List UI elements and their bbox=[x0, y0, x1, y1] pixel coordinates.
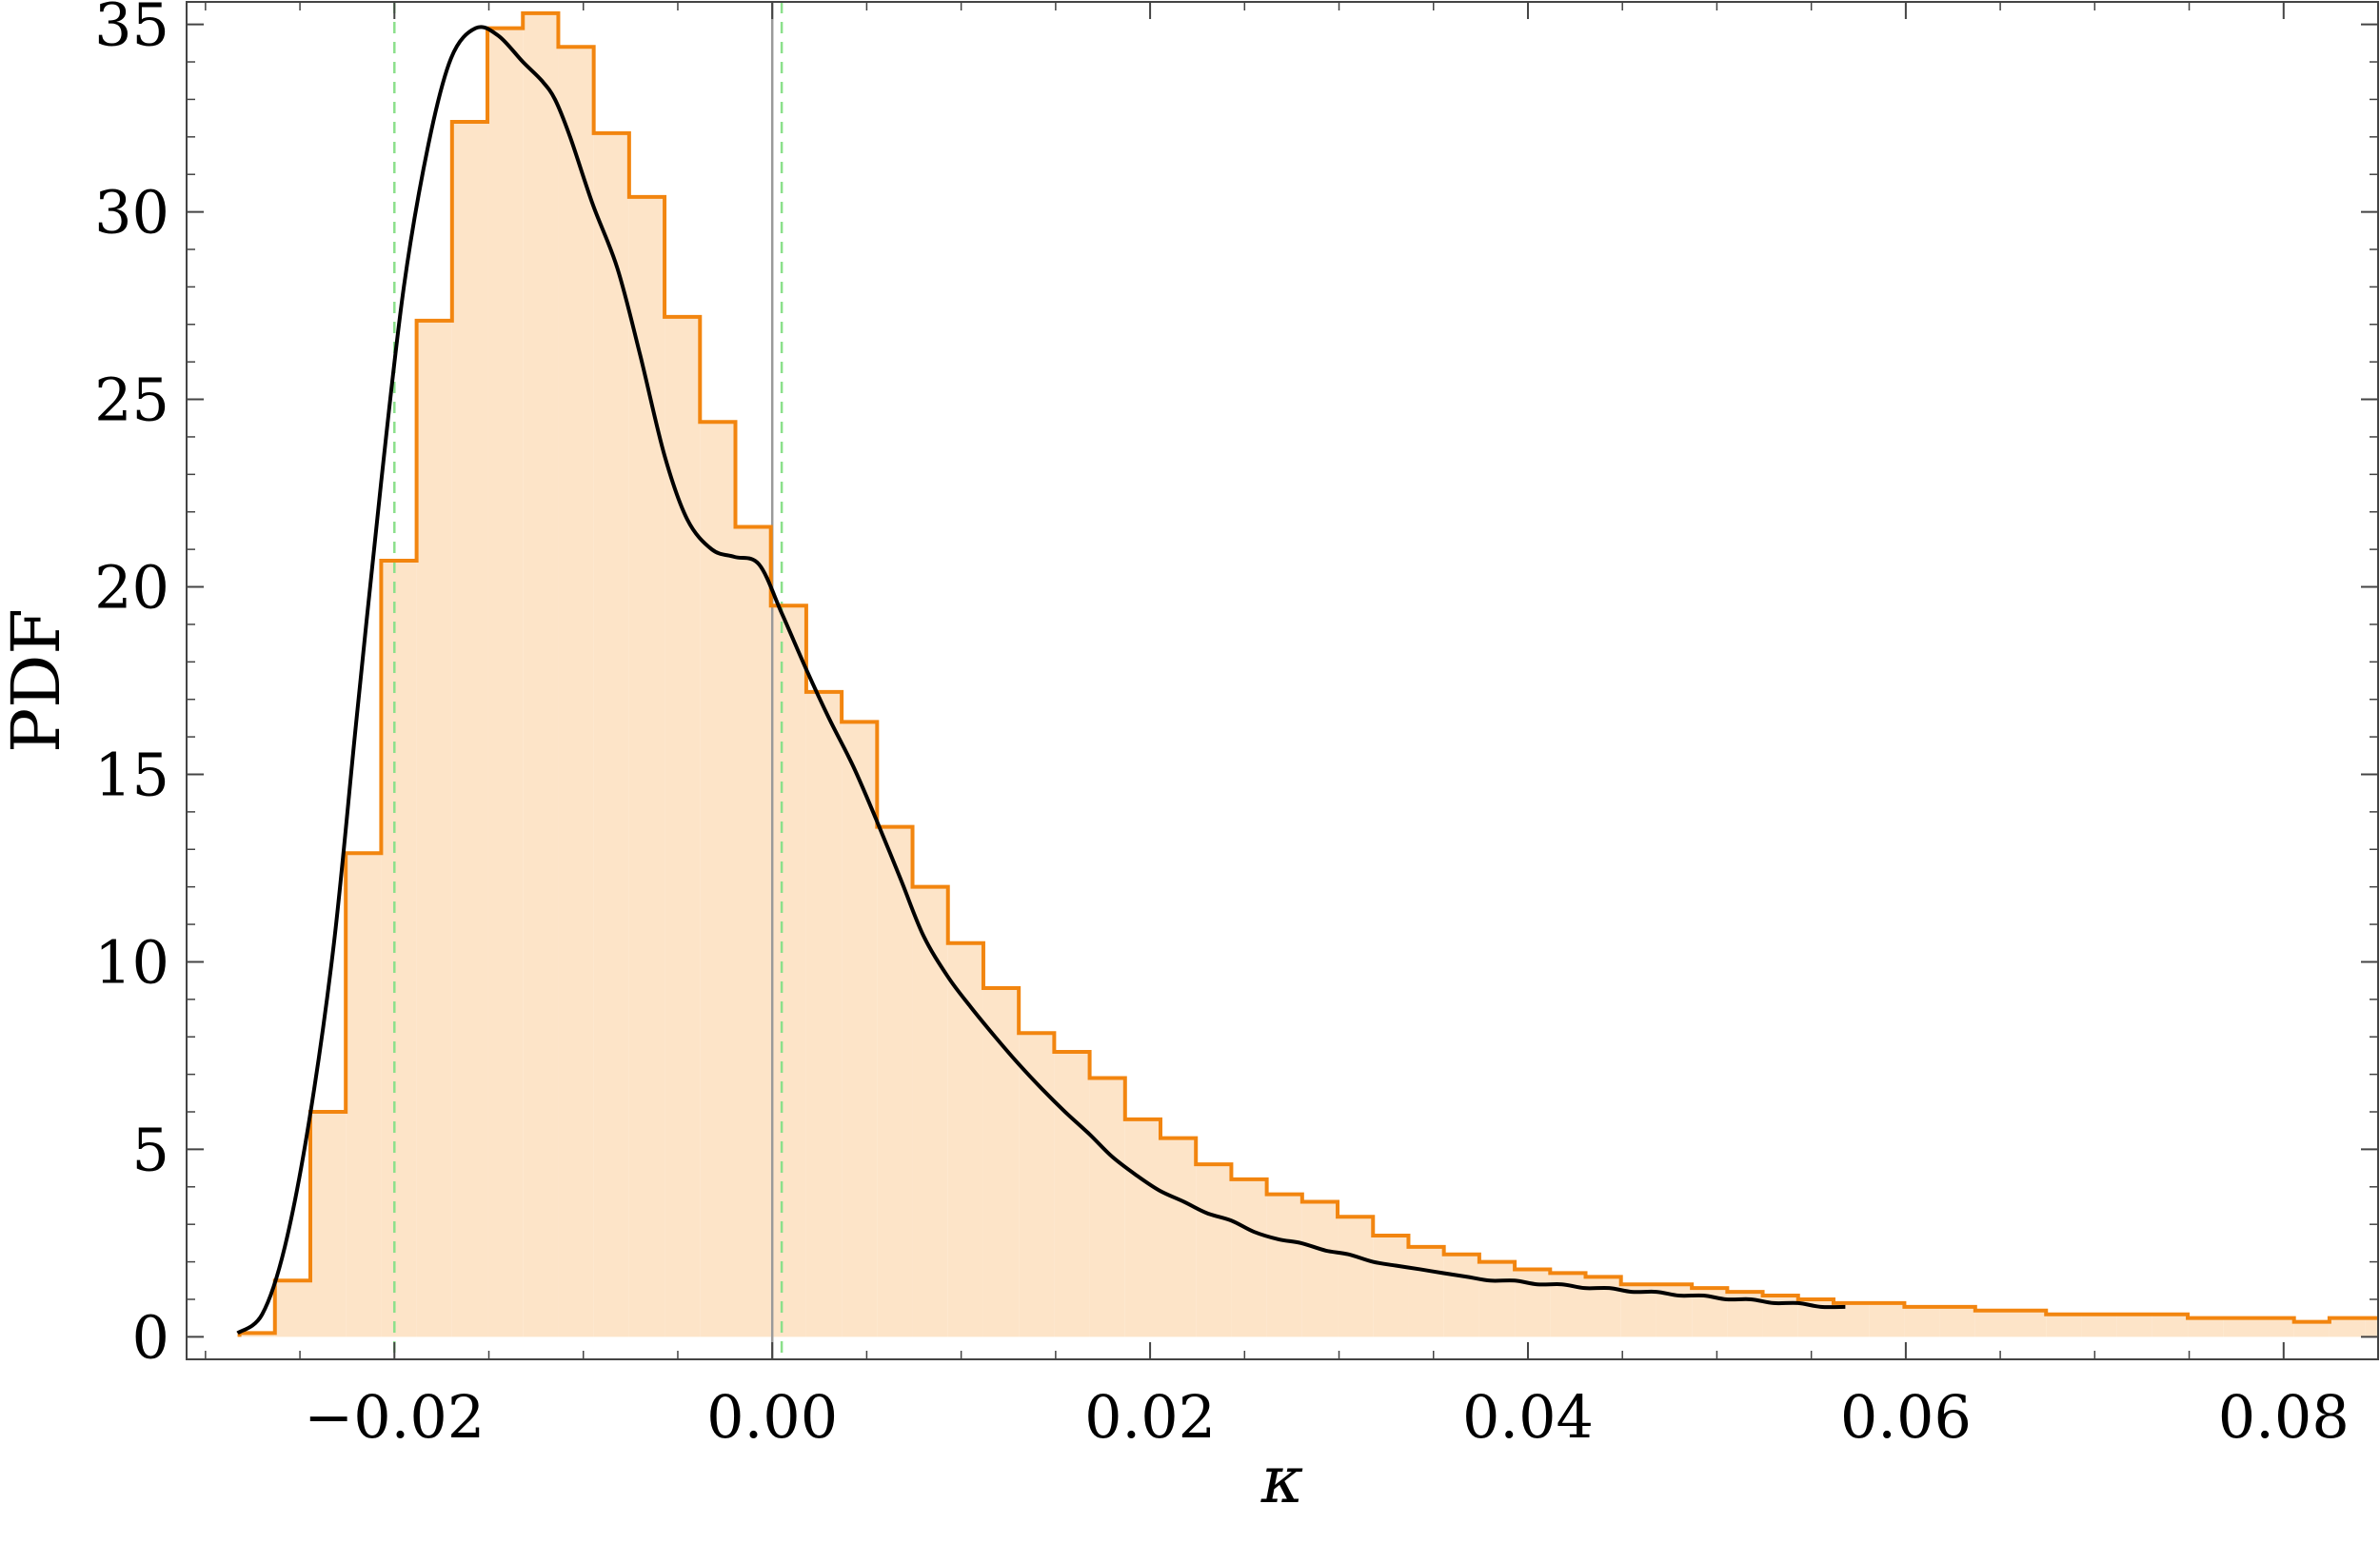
histogram-fill bbox=[239, 12, 2378, 1337]
histogram-bin bbox=[593, 132, 629, 1337]
histogram-bin bbox=[1089, 1078, 1125, 1337]
histogram-bin bbox=[1338, 1217, 1374, 1337]
histogram-bin bbox=[735, 526, 771, 1337]
histogram-bin bbox=[381, 560, 417, 1337]
histogram-bin bbox=[1160, 1138, 1197, 1337]
histogram-bin bbox=[1585, 1277, 1621, 1337]
histogram-bars bbox=[237, 10, 2378, 1337]
histogram-bin bbox=[346, 853, 382, 1337]
reference-lines bbox=[393, 2, 783, 1359]
histogram-bin bbox=[2046, 1314, 2082, 1337]
histogram-bin bbox=[558, 47, 594, 1337]
histogram-bin bbox=[2188, 1317, 2224, 1337]
histogram-bin bbox=[416, 320, 452, 1337]
x-tick-label: 0.04 bbox=[1462, 1382, 1594, 1452]
y-tick-label: 5 bbox=[132, 1115, 169, 1184]
x-tick-label: 0.08 bbox=[2218, 1382, 2350, 1452]
histogram-bin bbox=[451, 122, 488, 1337]
y-tick-label: 15 bbox=[94, 740, 169, 809]
histogram-bin bbox=[700, 422, 736, 1337]
y-axis-title: PDF bbox=[0, 608, 75, 753]
y-tick-label: 0 bbox=[132, 1302, 169, 1372]
histogram-bin bbox=[664, 316, 701, 1337]
histogram-bin bbox=[842, 722, 878, 1337]
histogram-bin bbox=[1974, 1310, 2012, 1337]
x-tick-label: 0.06 bbox=[1840, 1382, 1972, 1452]
histogram-bin bbox=[2329, 1317, 2366, 1337]
histogram-bin bbox=[1408, 1246, 1444, 1337]
axis-ticks: −0.02 0.00 0.02 0.04 0.06 0.08 0 5 10 15 20 25 30 35 bbox=[94, 0, 2379, 1452]
histogram-bin bbox=[982, 988, 1020, 1337]
histogram-bin bbox=[1904, 1306, 1940, 1337]
density-curve bbox=[236, 25, 1846, 1336]
histogram-bin bbox=[1124, 1118, 1161, 1337]
histogram-bin bbox=[523, 12, 559, 1337]
histogram-bin bbox=[1478, 1261, 1516, 1337]
histogram-bin bbox=[2081, 1314, 2117, 1337]
histogram-bin bbox=[628, 196, 665, 1337]
histogram-bin bbox=[1019, 1033, 1055, 1337]
histogram-bin bbox=[1373, 1236, 1409, 1337]
histogram-bin bbox=[1231, 1178, 1267, 1337]
histogram-bin bbox=[912, 886, 948, 1337]
histogram-outline bbox=[237, 10, 2378, 1337]
histogram-bin bbox=[1443, 1254, 1479, 1337]
histogram-bin bbox=[1266, 1194, 1302, 1337]
x-axis-title: κ bbox=[1260, 1443, 1304, 1518]
x-tick-label: 0.00 bbox=[706, 1382, 838, 1452]
plot-frame bbox=[186, 1, 2379, 1360]
histogram-bin bbox=[274, 1280, 310, 1337]
y-tick-label: 25 bbox=[94, 366, 169, 435]
plot-border bbox=[186, 1, 2379, 1360]
y-tick-label: 30 bbox=[94, 178, 169, 247]
histogram-bin bbox=[1301, 1201, 1339, 1337]
density-curve-line bbox=[236, 25, 1846, 1336]
histogram-bin bbox=[2116, 1314, 2152, 1337]
histogram-bin bbox=[1196, 1164, 1232, 1337]
histogram-bin bbox=[805, 691, 843, 1337]
histogram-bin bbox=[2293, 1321, 2330, 1337]
histogram-bin bbox=[1054, 1051, 1090, 1337]
histogram-bin bbox=[2223, 1317, 2259, 1337]
histogram-bin bbox=[877, 826, 913, 1337]
y-tick-label: 35 bbox=[94, 0, 169, 60]
histogram-bin bbox=[309, 1112, 347, 1337]
histogram-bin bbox=[947, 942, 983, 1337]
histogram-bin bbox=[1939, 1306, 1975, 1337]
histogram-bin bbox=[2258, 1317, 2294, 1337]
y-tick-label: 10 bbox=[94, 927, 169, 997]
histogram-bin bbox=[1869, 1302, 1905, 1337]
x-tick-label: 0.02 bbox=[1084, 1382, 1216, 1452]
histogram-bin bbox=[2365, 1317, 2378, 1337]
histogram-bin bbox=[2011, 1310, 2047, 1337]
histogram-bin bbox=[487, 28, 524, 1337]
x-tick-label: −0.02 bbox=[304, 1382, 485, 1452]
histogram-bin bbox=[2152, 1314, 2189, 1337]
y-tick-label: 20 bbox=[94, 553, 169, 623]
histogram-bin bbox=[770, 605, 806, 1337]
